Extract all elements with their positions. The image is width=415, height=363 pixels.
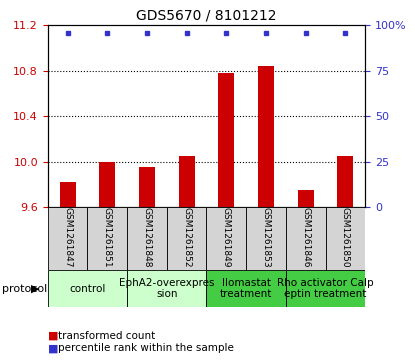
Text: transformed count: transformed count [58, 331, 155, 341]
Text: protocol: protocol [2, 284, 47, 294]
Bar [48, 207, 88, 270]
Text: llomastat
treatment: llomastat treatment [220, 278, 272, 299]
Text: GSM1261849: GSM1261849 [222, 207, 231, 268]
Bar [246, 207, 286, 270]
Bar [298, 190, 314, 207]
Bar [88, 207, 127, 270]
Text: ■: ■ [48, 331, 58, 341]
Text: GSM1261853: GSM1261853 [261, 207, 271, 268]
Bar [258, 66, 274, 207]
Text: control: control [69, 284, 105, 294]
Text: ■: ■ [48, 343, 58, 354]
Bar [139, 167, 155, 207]
Bar [127, 207, 167, 270]
Bar [286, 270, 365, 307]
Text: GSM1261850: GSM1261850 [341, 207, 350, 268]
Bar [167, 207, 207, 270]
Bar [207, 207, 246, 270]
Title: GDS5670 / 8101212: GDS5670 / 8101212 [136, 9, 277, 23]
Bar [48, 270, 127, 307]
Text: ▶: ▶ [31, 284, 39, 294]
Bar [286, 207, 325, 270]
Text: GSM1261851: GSM1261851 [103, 207, 112, 268]
Bar [218, 73, 234, 207]
Text: percentile rank within the sample: percentile rank within the sample [58, 343, 234, 354]
Text: EphA2-overexpres
sion: EphA2-overexpres sion [119, 278, 215, 299]
Bar [207, 270, 286, 307]
Bar [127, 270, 207, 307]
Text: Rho activator Calp
eptin treatment: Rho activator Calp eptin treatment [277, 278, 374, 299]
Bar [337, 156, 353, 207]
Text: GSM1261848: GSM1261848 [142, 207, 151, 268]
Text: GSM1261846: GSM1261846 [301, 207, 310, 268]
Text: GSM1261852: GSM1261852 [182, 207, 191, 268]
Bar [325, 207, 365, 270]
Bar [60, 182, 76, 207]
Bar [99, 162, 115, 207]
Text: GSM1261847: GSM1261847 [63, 207, 72, 268]
Bar [179, 156, 195, 207]
